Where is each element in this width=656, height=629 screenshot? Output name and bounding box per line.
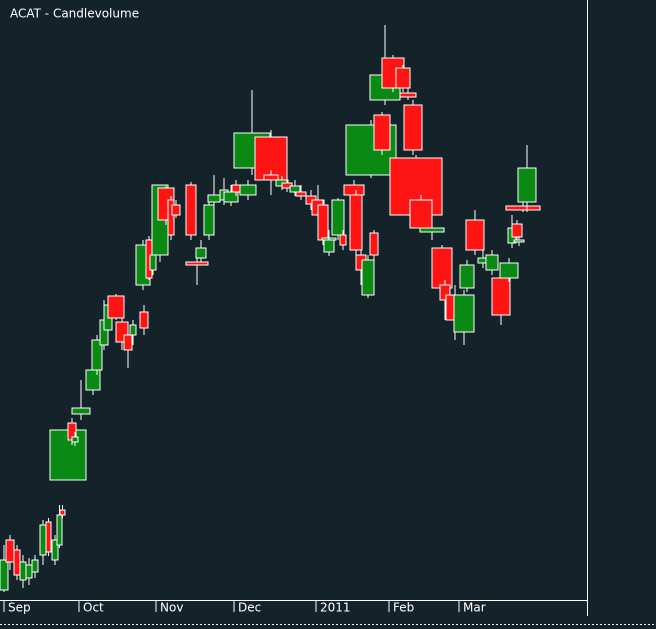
candle-body	[343, 184, 365, 196]
candle-body	[223, 191, 239, 203]
candle-body	[123, 334, 133, 351]
candle-body	[13, 549, 21, 576]
candle-body	[231, 184, 241, 193]
candle-body	[0, 559, 9, 591]
candle-body	[485, 254, 499, 271]
candle-body	[107, 295, 125, 319]
candle-body	[19, 561, 27, 581]
x-tick-label: Mar	[463, 601, 486, 615]
candle-body	[369, 232, 379, 256]
candle-body	[203, 204, 215, 236]
candle-body	[51, 539, 59, 561]
candle-body	[431, 247, 453, 289]
candle-body	[91, 339, 103, 371]
candle-body	[239, 184, 257, 196]
candle-body	[373, 114, 391, 151]
candle-body	[25, 564, 33, 579]
candle-body	[31, 559, 39, 573]
candle-body	[511, 223, 523, 238]
candle-body	[129, 324, 137, 336]
candle-body	[45, 521, 52, 553]
candle-body	[453, 294, 475, 333]
candle-body	[71, 436, 79, 443]
candle-body	[5, 539, 15, 563]
candle-body	[85, 369, 101, 391]
candle-body	[185, 184, 197, 236]
candle-body	[331, 199, 345, 236]
candle-body	[399, 92, 417, 98]
candle-body	[439, 284, 451, 301]
x-tick-label: Oct	[83, 601, 104, 615]
candle-body	[339, 234, 347, 246]
candle-body	[56, 514, 63, 546]
candle-body	[419, 227, 445, 233]
candle-body	[499, 262, 519, 279]
candle-body	[39, 524, 47, 556]
candle-body	[149, 254, 157, 271]
candle-body	[71, 407, 91, 415]
x-tick-label: 2011	[320, 601, 351, 615]
candle-body	[491, 277, 511, 316]
x-tick-label: Nov	[160, 601, 183, 615]
candle-body	[59, 509, 66, 516]
x-tick-label: Dec	[238, 601, 261, 615]
x-tick-label: Sep	[8, 601, 31, 615]
candle-body	[167, 199, 175, 236]
x-tick-label: Feb	[393, 601, 414, 615]
candle-body	[513, 239, 525, 243]
candle-body	[389, 157, 443, 216]
candle-body	[295, 191, 307, 197]
candle-body	[263, 174, 279, 181]
candle-body	[395, 67, 411, 89]
chart-title: ACAT - Candlevolume	[10, 7, 139, 21]
candle-body	[207, 194, 221, 203]
candle-body	[459, 264, 475, 289]
candle-body	[403, 104, 423, 151]
candle-body	[171, 204, 181, 216]
candle-body	[317, 204, 329, 241]
candle-body	[349, 194, 363, 251]
candle-body	[361, 259, 375, 296]
candle-body	[409, 199, 433, 229]
candle-body	[185, 261, 209, 266]
candle-body	[465, 219, 485, 251]
candle-body	[505, 205, 541, 211]
candle-body	[517, 167, 537, 203]
candle-body	[139, 311, 149, 329]
candle-body	[289, 185, 301, 193]
candle-body	[195, 247, 207, 259]
candle-body	[323, 239, 335, 253]
